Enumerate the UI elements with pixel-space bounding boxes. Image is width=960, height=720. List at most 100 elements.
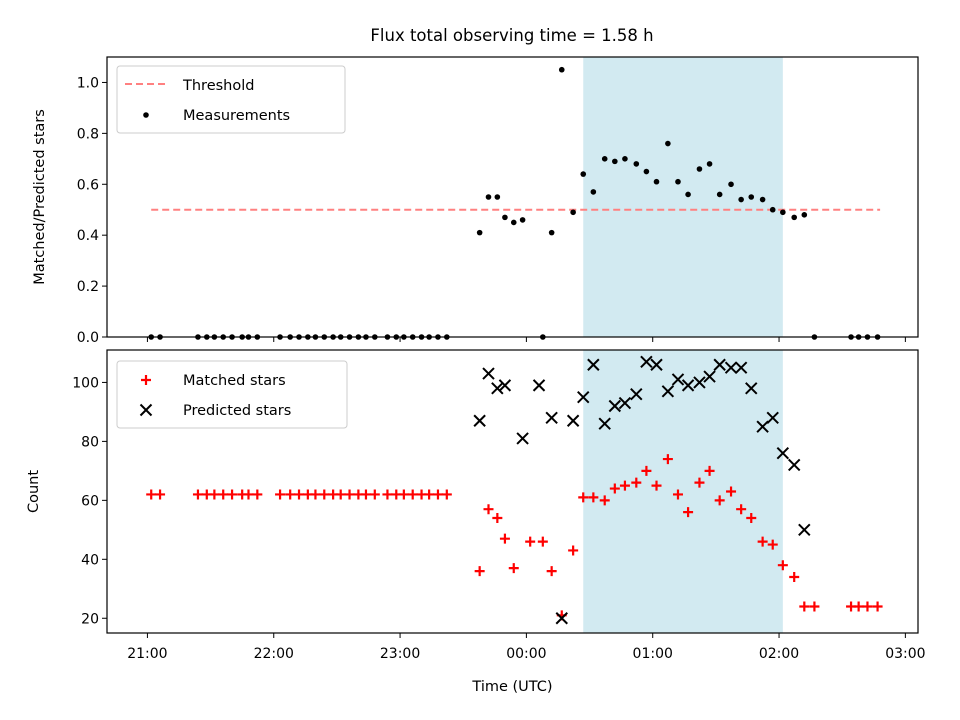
predicted-star-marker — [724, 361, 738, 374]
measurement-point — [580, 171, 587, 177]
ratio-y-axis-label: Matched/Predicted stars — [32, 109, 48, 285]
measurement-point — [769, 206, 776, 213]
count-panel: 20 40 60 80 100 21:00 22:00 23:00 00:00 01:00 02:0… — [26, 349, 926, 695]
predicted-star-marker — [745, 382, 758, 395]
legend-measurement-swatch — [143, 112, 149, 118]
x-tick-label: 02:00 — [759, 646, 799, 662]
matched-star-marker — [862, 601, 873, 612]
matched-star-marker — [432, 489, 443, 500]
predicted-star-marker — [498, 379, 512, 392]
y-tick-label: 1.0 — [77, 75, 99, 91]
y-tick-label: 80 — [81, 434, 99, 450]
legend-label: Measurements — [183, 108, 290, 124]
measurement-point — [502, 214, 508, 221]
measurement-point — [706, 161, 713, 167]
matched-star-marker — [285, 489, 296, 500]
matched-star-marker — [568, 545, 579, 556]
predicted-star-marker — [640, 355, 653, 368]
predicted-star-marker — [555, 612, 568, 625]
legend-label: Predicted stars — [183, 403, 291, 419]
count-axis-ticks: 20 40 60 80 100 21:00 22:00 23:00 00:00 01:00 02:0… — [72, 375, 925, 662]
matched-star-marker — [537, 536, 548, 547]
predicted-star-marker — [516, 432, 529, 445]
matched-star-marker — [209, 489, 220, 500]
matched-star-marker — [398, 489, 409, 500]
y-tick-label: 20 — [81, 611, 99, 627]
predicted-star-marker — [681, 379, 695, 392]
measurement-point — [716, 191, 723, 198]
matched-star-marker — [588, 492, 599, 503]
ratio-panel: 0.0 0.2 0.4 0.6 0.8 1.0 Matched/Predicted sta… — [32, 56, 919, 346]
matched-star-marker — [424, 489, 435, 500]
measurement-point — [494, 194, 501, 200]
predicted-star-marker — [608, 399, 622, 413]
measurement-point — [696, 166, 703, 172]
y-tick-label: 100 — [72, 375, 99, 391]
matched-star-marker — [344, 489, 355, 500]
predicted-star-marker — [776, 446, 790, 460]
matched-star-marker — [218, 489, 229, 500]
measurement-point — [548, 229, 555, 236]
measurement-point — [558, 66, 565, 73]
measurement-point — [653, 178, 660, 185]
matched-star-marker — [508, 563, 519, 574]
y-tick-label: 0.4 — [77, 228, 99, 244]
x-tick-label: 03:00 — [885, 646, 925, 662]
matched-star-marker — [853, 601, 864, 612]
matched-star-marker — [777, 560, 788, 571]
matched-star-marker — [310, 489, 321, 500]
matched-star-marker — [243, 489, 254, 500]
measurement-point — [759, 196, 766, 203]
measurement-point — [633, 161, 640, 167]
predicted-star-marker — [787, 458, 801, 472]
matched-star-marker — [369, 489, 380, 500]
predicted-star-marker — [630, 388, 643, 401]
predicted-star-marker — [798, 523, 811, 537]
predicted-star-marker — [545, 411, 558, 425]
matched-star-marker — [789, 571, 800, 582]
measurement-point — [791, 214, 798, 221]
measurement-point — [780, 209, 786, 216]
matched-star-marker — [704, 465, 715, 476]
matched-star-marker — [631, 477, 642, 488]
count-panel-frame — [106, 349, 919, 634]
measurement-point — [519, 217, 526, 223]
matched-star-marker — [746, 513, 757, 524]
matched-star-marker — [683, 507, 694, 518]
matched-star-marker — [192, 489, 203, 500]
matched-star-marker — [294, 489, 305, 500]
y-tick-label: 60 — [81, 493, 99, 509]
measurement-point — [675, 178, 681, 185]
count-y-axis-label: Count — [26, 470, 42, 513]
matched-star-marker — [492, 513, 503, 524]
matched-star-marker — [275, 489, 286, 500]
y-tick-label: 0.6 — [77, 177, 99, 193]
observing-window-span — [583, 350, 783, 633]
x-tick-label: 22:00 — [254, 646, 294, 662]
measurement-point — [570, 209, 576, 216]
x-tick-label: 00:00 — [506, 646, 546, 662]
matched-star-marker — [382, 489, 393, 500]
matched-star-marker — [757, 536, 768, 547]
predicted-star-marker — [734, 361, 748, 374]
matched-star-marker — [319, 489, 330, 500]
measurement-point — [612, 158, 618, 165]
matched-star-marker — [872, 601, 883, 612]
legend-label: Matched stars — [183, 373, 286, 389]
predicted-star-marker — [598, 417, 611, 430]
legend-box — [116, 360, 348, 429]
matched-star-marker — [546, 566, 557, 577]
matched-star-marker — [641, 465, 652, 476]
matched-star-marker — [578, 492, 589, 503]
matched-star-marker — [483, 504, 494, 515]
predicted-star-marker — [532, 379, 546, 392]
predicted-star-marker — [756, 420, 769, 433]
predicted-star-marker — [693, 376, 706, 389]
matched-star-marker — [335, 489, 346, 500]
measurement-point — [685, 191, 691, 198]
matched-star-marker — [809, 601, 820, 612]
matched-star-marker — [599, 495, 610, 506]
measurement-point — [510, 219, 517, 226]
matched-star-marker — [441, 489, 452, 500]
matched-star-marker — [609, 483, 620, 494]
